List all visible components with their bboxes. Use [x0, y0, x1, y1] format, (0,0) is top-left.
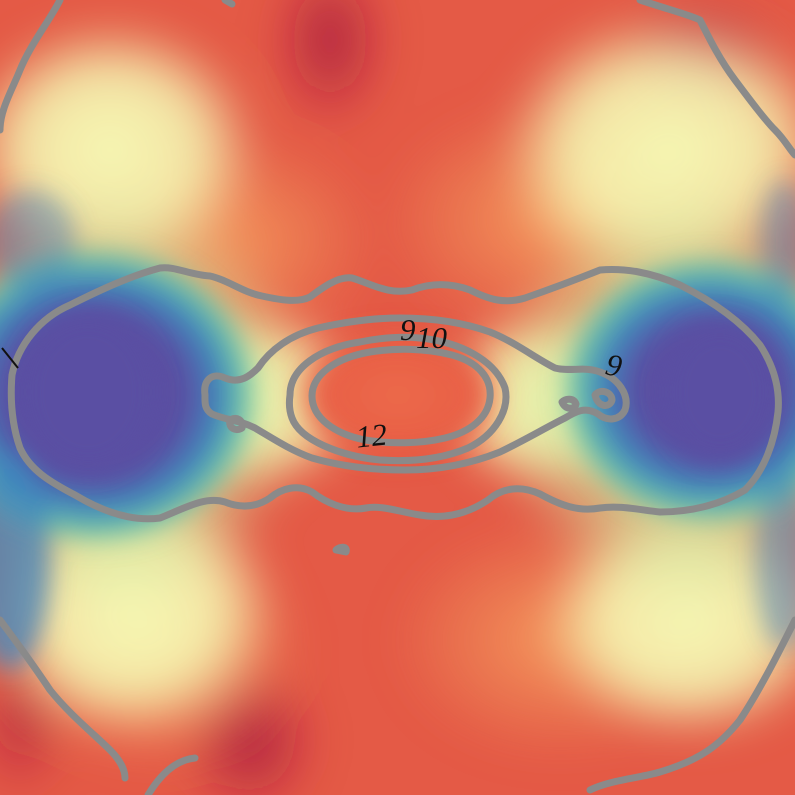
contour-10 — [285, 333, 510, 465]
contour-label-9-inner: 9 — [400, 312, 416, 347]
contour-9-outer — [7, 264, 782, 523]
contour-tick — [1, 347, 19, 369]
blue-edge — [0, 450, 50, 670]
red-streak — [270, 0, 390, 130]
blue-edge — [755, 470, 795, 650]
contour-label-12: 12 — [354, 417, 388, 455]
contour-labels: 9 10 9 12 — [354, 312, 625, 455]
blue-edge — [0, 190, 75, 290]
contour-label-9-outer: 9 — [603, 347, 625, 384]
contour-9-inner — [201, 314, 630, 474]
lobe-left-core — [18, 312, 158, 472]
blue-edge — [760, 180, 795, 300]
lobe-right-core — [662, 322, 778, 462]
contour-label-10: 10 — [416, 320, 448, 355]
contour-fragment — [226, 387, 616, 556]
contour-12 — [308, 345, 494, 447]
